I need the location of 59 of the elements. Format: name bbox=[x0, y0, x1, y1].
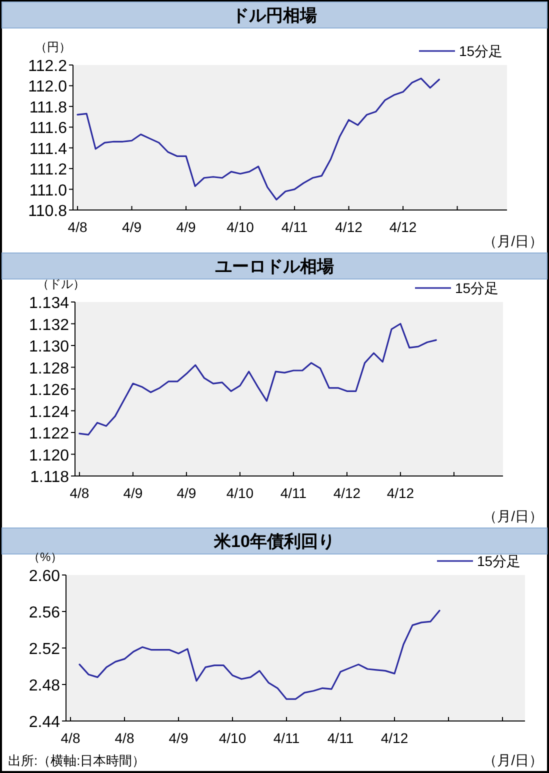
x-tick-label: 4/8 bbox=[60, 730, 80, 746]
x-tick-label: 4/9 bbox=[123, 485, 143, 501]
x-tick-label: 4/11 bbox=[281, 219, 308, 235]
y-tick-label: 1.118 bbox=[30, 469, 70, 486]
y-tick-label: 1.124 bbox=[28, 404, 70, 421]
x-tick-label: 4/11 bbox=[280, 485, 307, 501]
y-tick-label: 111.4 bbox=[29, 140, 68, 158]
y-tick-label: 2.44 bbox=[28, 714, 60, 731]
x-axis-title: （月/日） bbox=[483, 233, 543, 249]
chart-title: 米10年債利回り bbox=[213, 532, 335, 551]
chart-title: ドル円相場 bbox=[232, 6, 317, 25]
text: 出所:（横軸:日本時間） bbox=[8, 753, 146, 768]
x-tick-label: 4/8 bbox=[114, 730, 134, 746]
y-tick-label: 2.56 bbox=[28, 604, 60, 622]
y-tick-label: 111.8 bbox=[29, 99, 68, 116]
y-tick-label: 110.8 bbox=[28, 203, 68, 220]
x-tick-label: 4/10 bbox=[226, 485, 254, 501]
x-tick-label: 4/10 bbox=[218, 730, 246, 746]
y-tick-label: 1.128 bbox=[28, 360, 70, 378]
line-series bbox=[78, 322, 437, 436]
y-axis-title: （円） bbox=[35, 40, 71, 54]
y-tick-label: 1.130 bbox=[28, 338, 70, 356]
legend-label: 15分足 bbox=[477, 553, 521, 569]
x-tick-label: 4/11 bbox=[273, 730, 300, 746]
x-tick-label: 4/12 bbox=[380, 730, 408, 746]
x-tick-label: 4/9 bbox=[168, 730, 188, 746]
y-tick-label: 1.126 bbox=[28, 382, 70, 399]
x-tick-label: 4/12 bbox=[333, 485, 361, 501]
x-tick-label: 4/12 bbox=[389, 219, 417, 235]
x-axis-title: （月/日） bbox=[483, 752, 543, 768]
x-axis-title: （月/日） bbox=[483, 508, 543, 524]
x-tick-label: 4/9 bbox=[122, 219, 142, 235]
y-tick-label: 112.2 bbox=[28, 58, 68, 75]
y-axis-title: （%） bbox=[28, 550, 63, 564]
x-tick-label: 4/8 bbox=[70, 485, 90, 501]
x-tick-label: 4/12 bbox=[386, 485, 414, 501]
x-tick-label: 4/12 bbox=[335, 219, 363, 235]
x-tick-label: 4/10 bbox=[226, 219, 254, 235]
x-tick-label: 4/9 bbox=[176, 219, 196, 235]
y-axis-title: （ドル） bbox=[37, 277, 85, 291]
x-tick-label: 4/9 bbox=[176, 485, 196, 501]
y-tick-label: 1.132 bbox=[28, 316, 70, 334]
y-tick-label: 1.120 bbox=[28, 447, 70, 464]
y-tick-label: 111.6 bbox=[29, 120, 68, 138]
y-tick-label: 2.60 bbox=[28, 568, 60, 585]
y-tick-label: 111.0 bbox=[29, 182, 68, 200]
line-series bbox=[76, 78, 440, 200]
y-tick-label: 1.122 bbox=[28, 426, 70, 442]
x-tick-label: 4/11 bbox=[327, 730, 354, 746]
legend-label: 15分足 bbox=[455, 280, 499, 296]
y-tick-label: 112.0 bbox=[28, 78, 68, 96]
line-series bbox=[78, 610, 440, 700]
y-tick-label: 2.52 bbox=[28, 641, 60, 658]
y-tick-label: 111.2 bbox=[29, 162, 68, 179]
y-tick-label: 2.48 bbox=[28, 678, 60, 694]
x-tick-label: 4/8 bbox=[68, 219, 88, 235]
y-tick-label: 1.134 bbox=[28, 295, 70, 312]
chart-title: ユーロドル相場 bbox=[215, 257, 334, 276]
legend-label: 15分足 bbox=[459, 43, 503, 59]
